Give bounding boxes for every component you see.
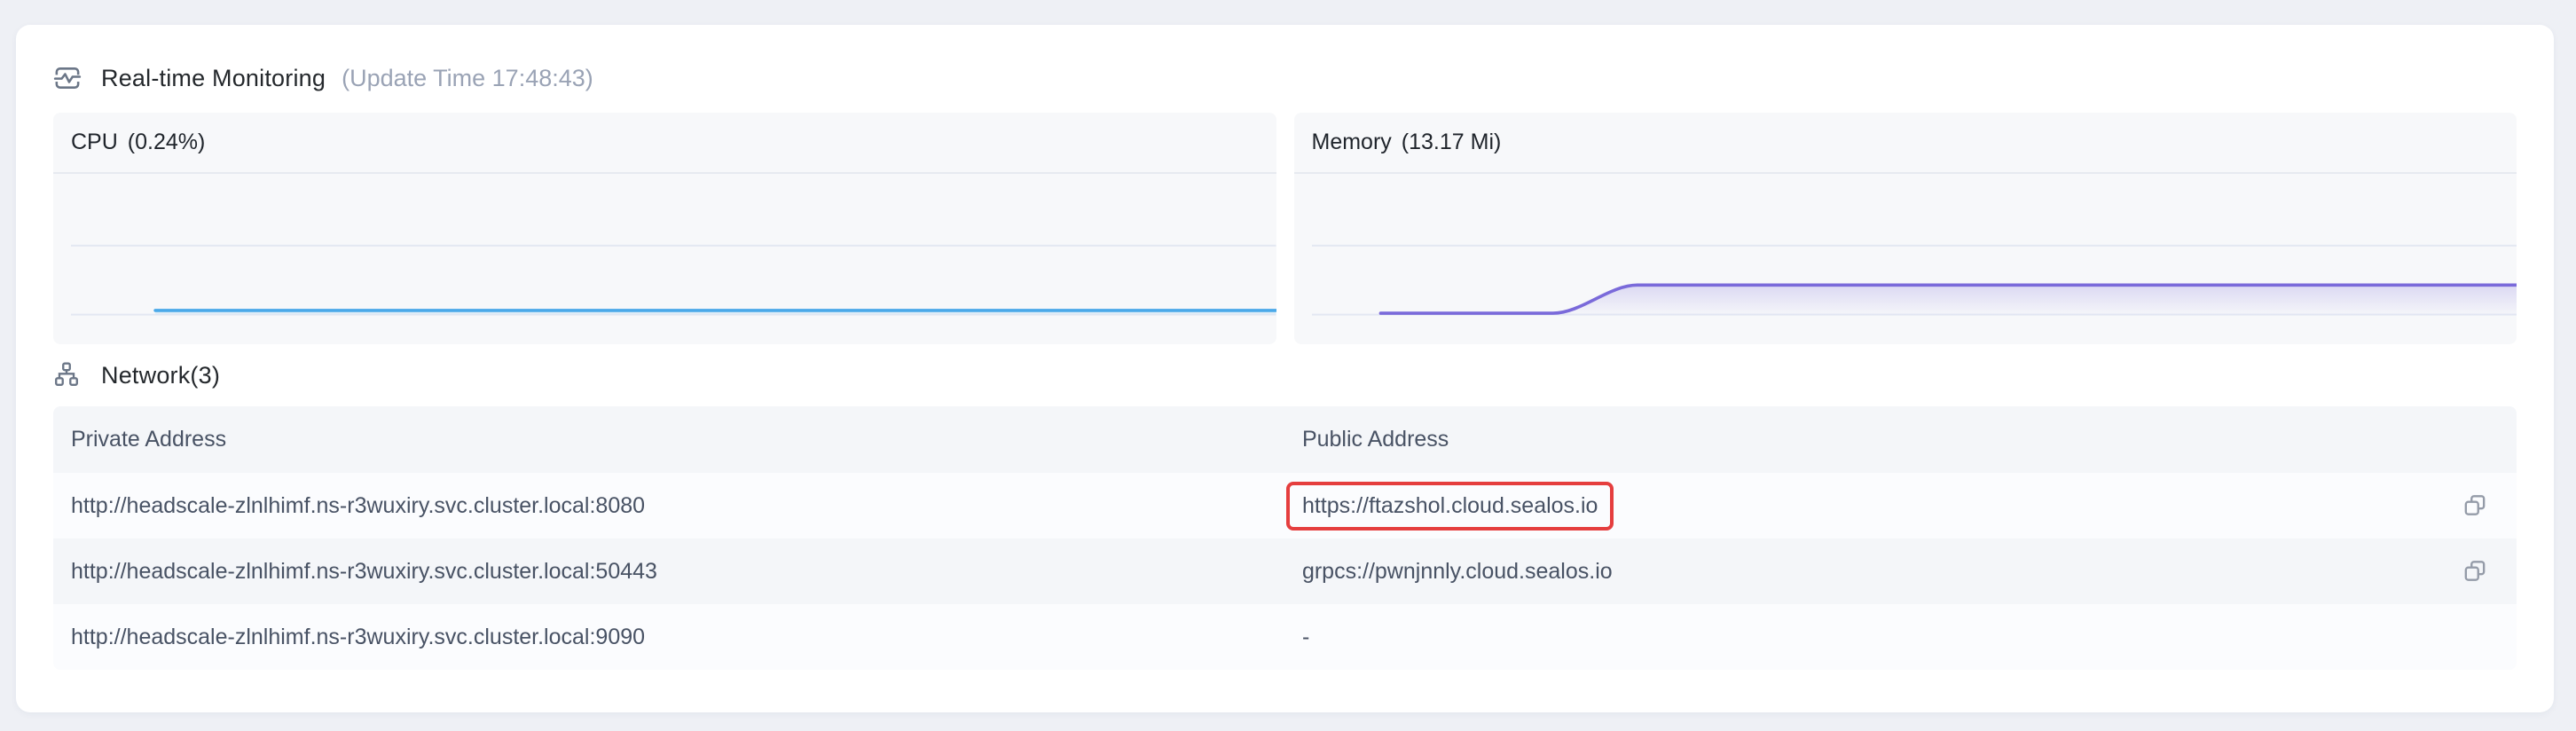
copy-icon	[2464, 495, 2486, 515]
network-title: Network(3)	[101, 361, 221, 389]
public-address-cell: https://ftazshol.cloud.sealos.io	[1285, 481, 2460, 531]
private-address-text[interactable]: http://headscale-zlnlhimf.ns-r3wuxiry.sv…	[71, 624, 646, 649]
copy-button[interactable]	[2460, 556, 2490, 586]
monitoring-section-header: Real-time Monitoring (Update Time 17:48:…	[53, 62, 2517, 94]
private-address-text[interactable]: http://headscale-zlnlhimf.ns-r3wuxiry.sv…	[71, 492, 646, 518]
memory-chart-value: (13.17 Mi)	[1401, 130, 1502, 154]
memory-chart-plot	[1294, 174, 2517, 344]
memory-chart-name: Memory	[1311, 130, 1392, 154]
private-address-cell: http://headscale-zlnlhimf.ns-r3wuxiry.sv…	[53, 559, 1302, 585]
table-row: http://headscale-zlnlhimf.ns-r3wuxiry.sv…	[53, 473, 2517, 538]
column-header-private-address: Private Address	[71, 427, 227, 452]
network-sitemap-icon	[53, 361, 82, 389]
copy-button[interactable]	[2460, 491, 2490, 521]
memory-chart-panel: Memory (13.17 Mi)	[1293, 113, 2517, 344]
table-row: http://headscale-zlnlhimf.ns-r3wuxiry.sv…	[53, 604, 2517, 670]
monitor-pulse-icon	[53, 64, 82, 92]
column-header-public-address: Public Address	[1301, 427, 1449, 452]
cpu-chart-name: CPU	[71, 130, 118, 154]
copy-icon	[2464, 561, 2486, 581]
table-row: http://headscale-zlnlhimf.ns-r3wuxiry.sv…	[53, 538, 2517, 604]
public-address-cell: -	[1302, 625, 2517, 650]
private-address-text[interactable]: http://headscale-zlnlhimf.ns-r3wuxiry.sv…	[71, 558, 657, 584]
private-address-cell: http://headscale-zlnlhimf.ns-r3wuxiry.sv…	[53, 493, 1302, 519]
cpu-chart-title: CPU (0.24%)	[53, 113, 1276, 174]
cpu-chart-value: (0.24%)	[127, 130, 206, 154]
network-table-header-row: Private Address Public Address	[53, 406, 2517, 473]
public-address-link[interactable]: grpcs://pwnjnnly.cloud.sealos.io	[1301, 558, 1613, 584]
public-address-link[interactable]: https://ftazshol.cloud.sealos.io	[1301, 492, 1598, 518]
monitoring-update-time: (Update Time 17:48:43)	[342, 64, 593, 91]
monitoring-charts-row: CPU (0.24%) Memory (13.17 Mi)	[53, 113, 2517, 344]
cpu-chart-plot	[53, 174, 1276, 344]
public-address-empty: -	[1301, 624, 1310, 649]
cpu-chart-panel: CPU (0.24%)	[53, 113, 1276, 344]
app-detail-card: Real-time Monitoring (Update Time 17:48:…	[16, 25, 2554, 712]
private-address-cell: http://headscale-zlnlhimf.ns-r3wuxiry.sv…	[53, 625, 1302, 650]
network-section-header: Network(3)	[53, 359, 2517, 391]
network-table: Private Address Public Address http://he…	[53, 406, 2517, 670]
public-address-cell: grpcs://pwnjnnly.cloud.sealos.io	[1302, 559, 2460, 585]
monitoring-title: Real-time Monitoring	[101, 64, 326, 91]
memory-chart-title: Memory (13.17 Mi)	[1293, 113, 2517, 174]
highlight-red-box: https://ftazshol.cloud.sealos.io	[1285, 481, 1614, 531]
